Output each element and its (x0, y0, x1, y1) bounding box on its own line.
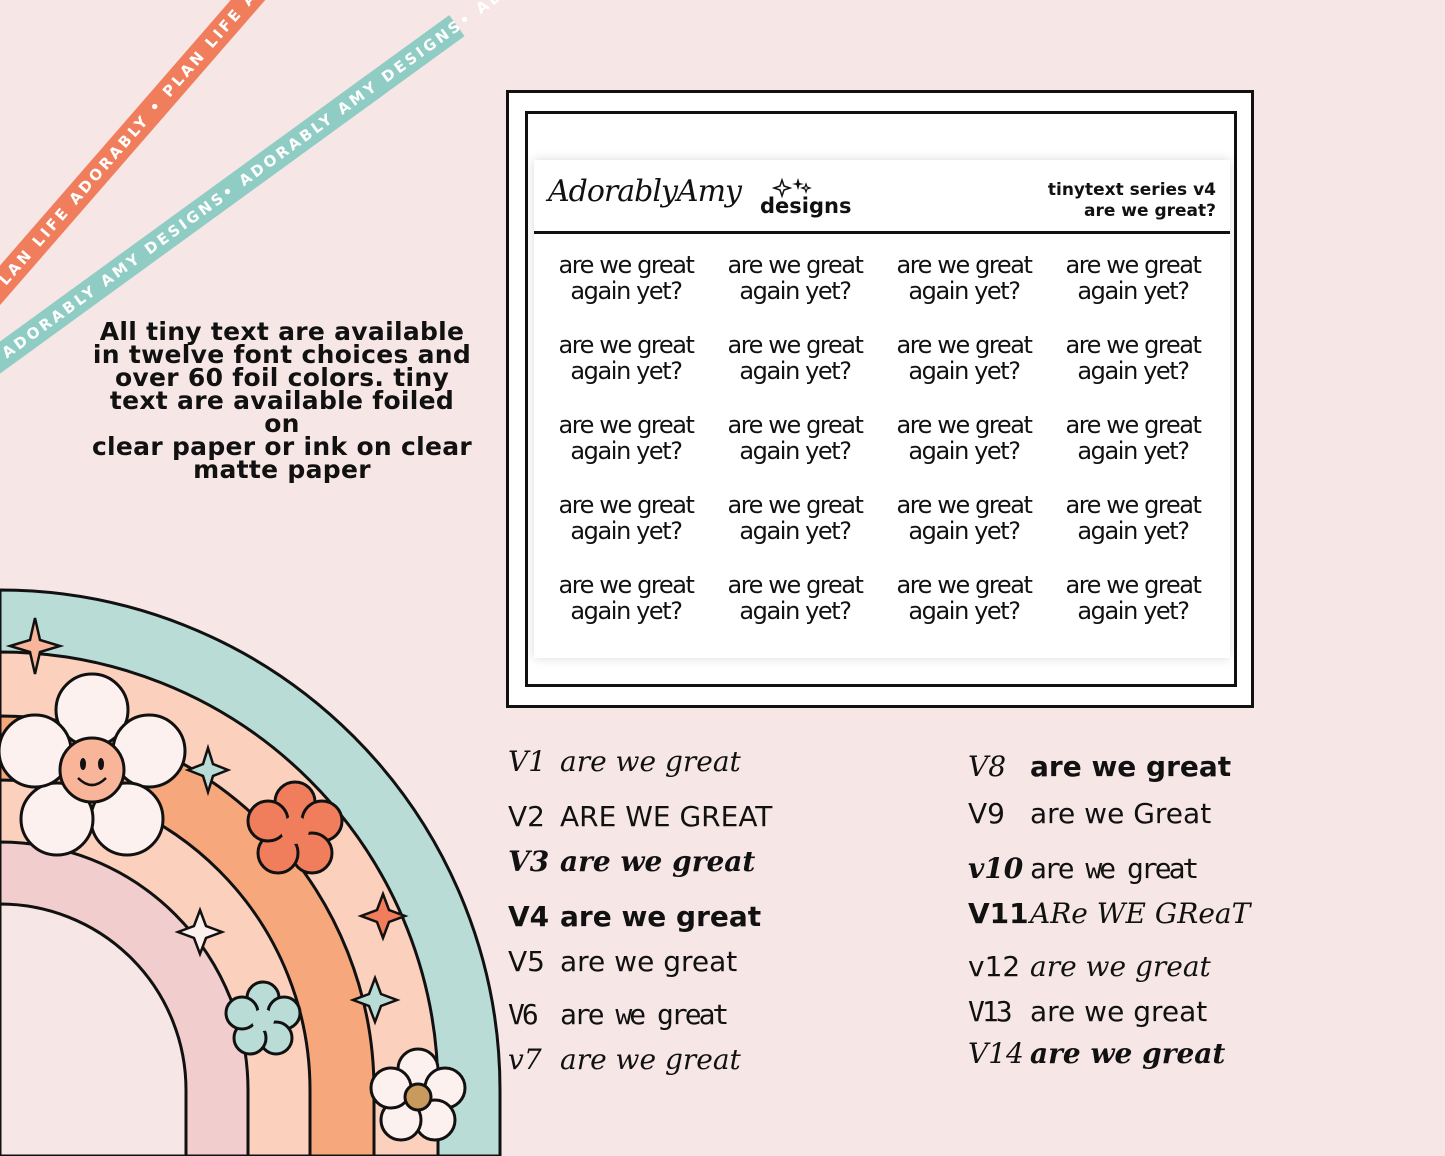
logo-designs: designs (760, 194, 852, 218)
teal-flower-icon (224, 980, 302, 1056)
version-sample: are we great (1030, 950, 1211, 983)
sticker-sheet-inner-frame: AdorablyAmy designs tinytext series v4 a… (525, 111, 1237, 687)
sticker-cell: are we great again yet? (558, 571, 695, 625)
font-version-row: V5 are we great (508, 945, 737, 978)
sticker-cell: are we great again yet? (1065, 411, 1202, 465)
version-label: V13 (968, 995, 1013, 1028)
font-version-row: V13 are we great (968, 995, 1207, 1028)
sticker-cell: are we great again yet? (727, 251, 864, 305)
version-sample: are we great (560, 945, 738, 978)
font-version-row: V2 ARE WE GREAT (508, 800, 772, 833)
version-sample: ARE WE GREAT (560, 800, 773, 833)
version-label: V6 (508, 998, 539, 1031)
sticker-cell: are we great again yet? (558, 331, 695, 385)
version-sample: are we great (560, 1043, 741, 1076)
version-label: V3 (508, 845, 550, 878)
font-version-row: v12 are we great (968, 950, 1211, 983)
sticker-cell: are we great again yet? (896, 491, 1033, 545)
font-version-row: V8 are we great (968, 750, 1231, 783)
sticker-cell: are we great again yet? (896, 331, 1033, 385)
sticker-cell: are we great again yet? (558, 491, 695, 545)
sticker-cell: are we great again yet? (1065, 251, 1202, 305)
sparkle-teal-small-icon (349, 974, 401, 1026)
sticker-cell: are we great again yet? (1065, 491, 1202, 545)
version-label: V5 (508, 945, 545, 978)
info-text: All tiny text are available in twelve fo… (91, 317, 473, 484)
sparkle-teal-icon (184, 743, 232, 797)
version-sample: are we Great (1030, 797, 1212, 830)
sparkle-coral-icon (357, 890, 409, 942)
version-sample: are we great (560, 998, 729, 1031)
smiley-flower-icon (0, 672, 187, 857)
sticker-cell: are we great again yet? (727, 331, 864, 385)
version-sample: are we great (560, 900, 762, 933)
font-version-row: V11ARe WE GReaT (968, 897, 1250, 930)
sticker-cell: are we great again yet? (1065, 331, 1202, 385)
sparkle-icon (772, 178, 812, 198)
sticker-grid: are we great again yet? are we great agai… (548, 252, 1224, 652)
series-line-2: are we great? (1084, 201, 1216, 221)
font-version-row: V14 are we great (968, 1037, 1225, 1070)
sticker-sheet: AdorablyAmy designs tinytext series v4 a… (534, 160, 1230, 658)
sparkle-orange-icon (5, 617, 65, 675)
sheet-header: AdorablyAmy designs tinytext series v4 a… (534, 160, 1230, 234)
version-label: v12 (968, 950, 1021, 983)
sticker-cell: are we great again yet? (896, 571, 1033, 625)
version-sample: are we great (1030, 995, 1208, 1028)
font-version-row: V3 are we great (508, 845, 755, 878)
version-label: V4 (508, 900, 550, 933)
font-version-row: v10 are we great (968, 852, 1199, 885)
sticker-cell: are we great again yet? (896, 411, 1033, 465)
series-line-1: tinytext series v4 (1047, 180, 1216, 200)
sticker-sheet-frame: AdorablyAmy designs tinytext series v4 a… (506, 90, 1254, 708)
sticker-cell: are we great again yet? (1065, 571, 1202, 625)
font-version-row: V6 are we great (508, 998, 729, 1031)
sticker-cell: are we great again yet? (727, 491, 864, 545)
version-label: V8 (968, 750, 1007, 783)
sticker-cell: are we great again yet? (896, 251, 1033, 305)
font-version-row: V1 are we great (508, 745, 741, 778)
font-version-row: V9 are we Great (968, 797, 1211, 830)
font-version-row: v7 are we great (508, 1043, 741, 1076)
version-sample: are we great (560, 845, 756, 878)
font-version-row: V4 are we great (508, 900, 761, 933)
version-sample: ARe WE GReaT (1030, 897, 1251, 930)
sticker-cell: are we great again yet? (558, 411, 695, 465)
version-label: V11 (968, 897, 1029, 930)
series-title: tinytext series v4 are we great? (1048, 180, 1216, 222)
version-label: V1 (508, 745, 547, 778)
rainbow-illustration (0, 588, 502, 1156)
version-label: V14 (968, 1037, 1024, 1070)
version-label: v10 (968, 852, 1024, 885)
coral-flower-icon (246, 780, 344, 875)
sticker-cell: are we great again yet? (727, 571, 864, 625)
sticker-cell: are we great again yet? (727, 411, 864, 465)
version-sample: are we great (560, 745, 741, 778)
version-label: V2 (508, 800, 545, 833)
sticker-cell: are we great again yet? (558, 251, 695, 305)
logo-script: AdorablyAmy (548, 174, 742, 209)
white-flower-icon (369, 1047, 467, 1142)
version-label: v7 (508, 1043, 542, 1076)
version-sample: are we great (1030, 750, 1232, 783)
sparkle-white-icon (174, 906, 226, 958)
version-sample: are we great (1030, 1037, 1226, 1070)
version-sample: are we great (1030, 852, 1199, 885)
version-label: V9 (968, 797, 1005, 830)
